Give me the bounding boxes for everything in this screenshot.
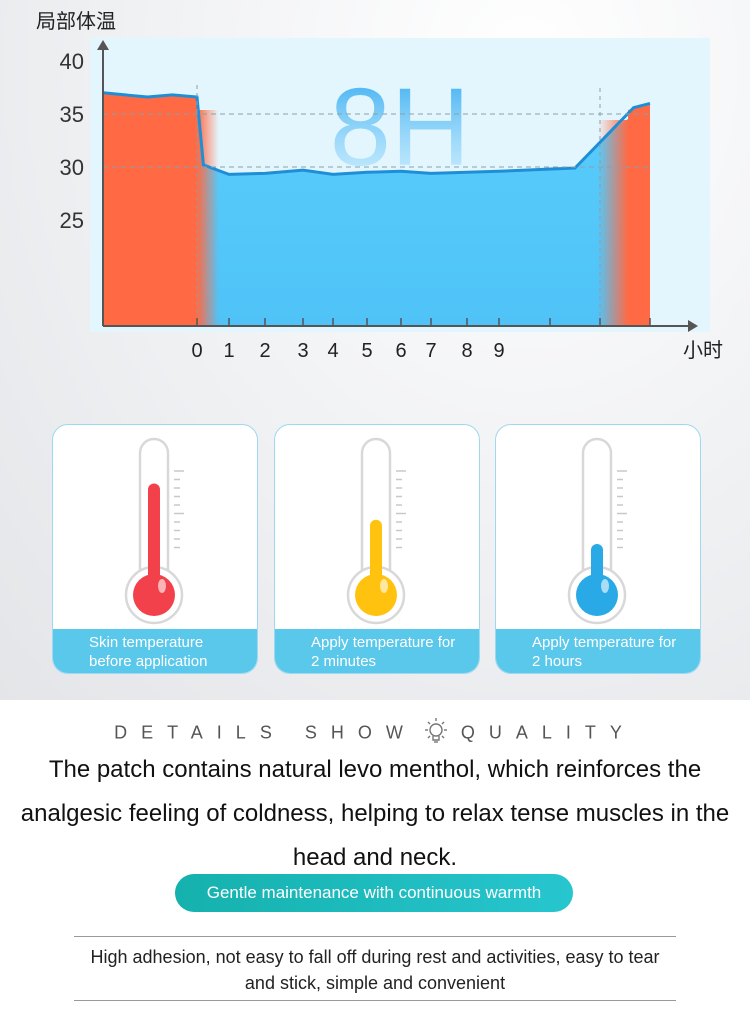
lightbulb-icon xyxy=(421,716,451,751)
y-tick-label: 25 xyxy=(60,208,84,233)
bulb-highlight xyxy=(380,579,388,593)
y-tick-label: 40 xyxy=(60,49,84,74)
thermometer-card-before: Skin temperature before application xyxy=(52,424,258,674)
details-right-text: QUALITY xyxy=(460,722,636,743)
y-tick-label: 30 xyxy=(60,155,84,180)
chart-title: 局部体温 xyxy=(36,10,116,33)
after-fade xyxy=(598,120,628,326)
x-tick-label: 4 xyxy=(327,340,338,362)
thermometer-icon xyxy=(346,437,406,625)
x-axis-label: 小时 xyxy=(683,339,723,362)
card-caption: Apply temperature for 2 hours xyxy=(496,629,700,673)
temperature-line xyxy=(102,91,651,176)
thermometer-card-2min: Apply temperature for 2 minutes xyxy=(274,424,480,674)
thermometer-icon xyxy=(124,437,184,625)
duration-label: 8H xyxy=(330,66,471,189)
series-before-area xyxy=(103,92,197,326)
card-caption: Apply temperature for 2 minutes xyxy=(275,629,479,673)
details-left-text: DETAILS SHOW xyxy=(114,722,417,743)
x-tick-label: 7 xyxy=(425,340,436,362)
mercury-bulb xyxy=(355,574,397,616)
bottom-background xyxy=(0,700,750,1021)
x-tick-label: 5 xyxy=(361,340,372,362)
bulb-highlight xyxy=(601,579,609,593)
mercury-column xyxy=(370,519,382,590)
mercury-bulb xyxy=(576,574,618,616)
headline-text: The patch contains natural levo menthol,… xyxy=(20,756,730,871)
x-tick-label: 1 xyxy=(223,340,234,362)
y-tick-label: 35 xyxy=(60,102,84,127)
x-axis-arrow xyxy=(688,320,698,332)
divider-top xyxy=(74,936,676,937)
divider-bottom xyxy=(74,1000,676,1001)
thermometer-icon xyxy=(567,437,627,625)
series-during-area xyxy=(197,97,650,326)
bulb-highlight xyxy=(158,579,166,593)
temperature-chart: 8H 0 1 2 3 4 5 6 7 8 9 40 35 30 25 局部体温 小时 xyxy=(36,10,723,362)
x-tick-label: 3 xyxy=(297,340,308,362)
feature-pill: Gentle maintenance with continuous warmt… xyxy=(175,874,573,912)
x-tick-label: 8 xyxy=(461,340,472,362)
details-heading: DETAILS SHOW QUALITY xyxy=(0,716,750,751)
mercury-bulb xyxy=(133,574,175,616)
description-text: High adhesion, not easy to fall off duri… xyxy=(90,947,660,993)
card-caption: Skin temperature before application xyxy=(53,629,257,673)
y-axis-arrow xyxy=(97,40,109,50)
series-after-area xyxy=(628,105,650,326)
thermometer-card-2h: Apply temperature for 2 hours xyxy=(495,424,701,674)
x-tick-label: 9 xyxy=(493,340,504,362)
x-tick-label: 6 xyxy=(395,340,406,362)
x-tick-label: 0 xyxy=(191,340,202,362)
mercury-column xyxy=(148,483,160,590)
x-tick-label: 2 xyxy=(259,340,270,362)
